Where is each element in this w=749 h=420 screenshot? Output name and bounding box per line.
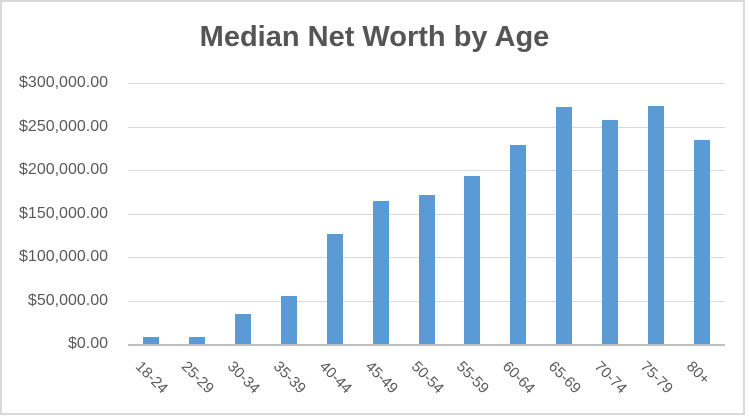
bar-75-79 [648,105,665,344]
bar-45-49 [372,201,389,344]
y-axis-tick-label: $0.00 [67,335,108,352]
bar-50-54 [418,195,435,344]
y-axis-tick-label: $50,000.00 [27,291,108,309]
bar-25-29 [188,337,205,344]
gridline [128,170,725,171]
gridline [128,126,725,128]
gridline [128,83,725,84]
y-axis-tick-label: $150,000.00 [19,204,108,222]
y-axis-tick-label: $200,000.00 [19,161,108,178]
bar-35-39 [280,296,297,344]
bar-70-74 [602,119,619,344]
y-axis-tick-label: $250,000.00 [19,117,108,135]
bar-55-59 [464,176,481,344]
bar-60-64 [510,144,527,344]
bar-40-44 [326,233,343,344]
bar-18-24 [142,337,159,344]
x-axis-line [128,344,725,346]
y-axis-tick-label: $100,000.00 [19,248,108,265]
y-axis-tick-label: $300,000.00 [19,74,108,91]
bar-65-69 [556,107,573,344]
bar-30-34 [234,313,251,344]
chart-title: Median Net Worth by Age [199,21,550,53]
bar-80+ [694,139,711,344]
